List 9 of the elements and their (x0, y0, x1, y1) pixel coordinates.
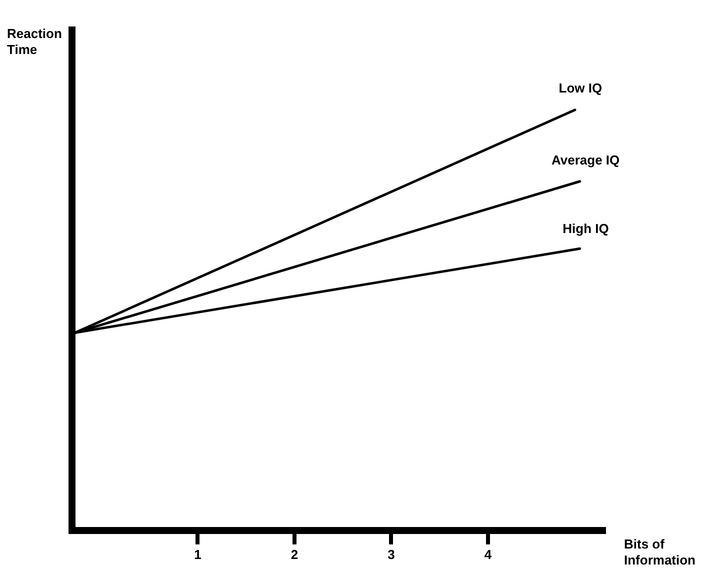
series-label: High IQ (562, 220, 609, 236)
series-label: Average IQ (551, 152, 620, 168)
y-axis-title: Reaction Time (7, 26, 62, 58)
series-label: Low IQ (558, 80, 602, 96)
x-tick-label: 4 (484, 546, 492, 562)
x-tick-label: 3 (388, 546, 395, 562)
x-tick-label: 1 (194, 546, 202, 562)
x-tick-label: 2 (290, 546, 298, 562)
x-axis-title: Bits of Information (624, 536, 696, 568)
